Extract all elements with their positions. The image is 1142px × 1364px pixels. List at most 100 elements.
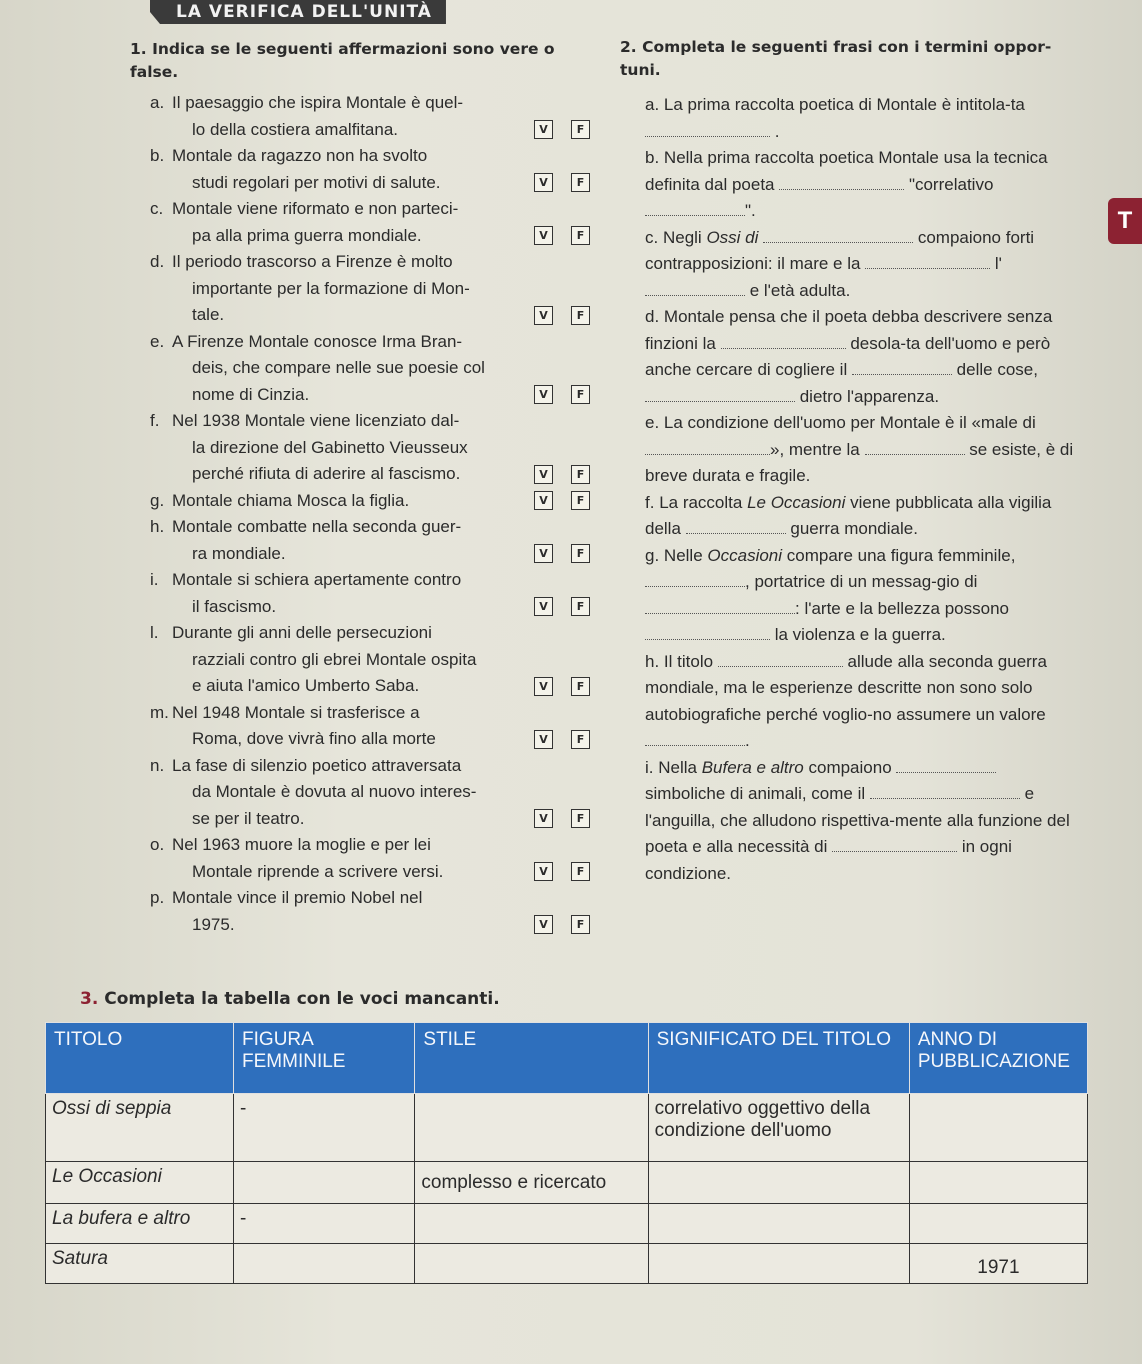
true-checkbox[interactable]: V [534, 305, 553, 325]
empty-cell[interactable] [233, 1243, 416, 1284]
empty-cell[interactable] [647, 1203, 910, 1244]
empty-cell[interactable] [414, 1203, 649, 1244]
empty-cell[interactable] [233, 1161, 416, 1204]
statement-text: Montale viene riformato e non parteci- [172, 199, 459, 218]
fill-in-blank[interactable] [645, 281, 745, 296]
true-checkbox[interactable]: V [534, 173, 553, 192]
false-checkbox[interactable]: F [571, 809, 590, 828]
true-checkbox[interactable]: V [534, 729, 553, 749]
true-checkbox[interactable]: V [534, 676, 553, 696]
true-checkbox[interactable]: V [534, 464, 553, 484]
false-checkbox[interactable]: F [571, 676, 590, 696]
fill-in-blank[interactable] [720, 334, 846, 349]
false-checkbox[interactable]: F [571, 862, 590, 881]
fill-in-blank[interactable] [645, 599, 795, 614]
fill-in-blank[interactable] [865, 254, 991, 269]
sentence-item: c. Negli Ossi di compaiono forti contrap… [645, 225, 1075, 305]
sentence-item: i. Nella Bufera e altro compaiono simbol… [645, 755, 1075, 888]
statement-text: importante per la formazione di Mon- [192, 278, 470, 298]
empty-cell[interactable] [908, 1203, 1089, 1244]
true-checkbox[interactable]: V [534, 491, 553, 510]
statement-item: p. Montale vince il premio Nobel nel 1975.… [150, 885, 590, 938]
item-letter: g. [150, 490, 165, 510]
false-checkbox[interactable]: F [571, 173, 590, 192]
table-row: La bufera e altro - [44, 1203, 1089, 1244]
exercise-instruction: Indica se le seguenti affermazioni sono … [130, 40, 555, 81]
sentence-item: g. Nelle Occasioni compare una figura fe… [645, 543, 1075, 649]
fill-in-blank[interactable] [645, 387, 795, 402]
true-checkbox[interactable]: V [534, 544, 553, 563]
false-checkbox[interactable]: F [571, 491, 590, 510]
statement-text: Montale si schiera apertamente contro [172, 570, 462, 589]
empty-cell[interactable] [908, 1093, 1089, 1162]
sentence-text: se esiste, è di breve durata e fragile. [645, 439, 1074, 486]
fill-in-blank[interactable] [685, 519, 786, 534]
empty-cell[interactable] [647, 1161, 910, 1204]
statement-text: A Firenze Montale conosce Irma Bran- [172, 331, 463, 351]
fill-in-blank[interactable] [717, 652, 843, 667]
exercise-2-title: 2. Completa le seguenti frasi con i term… [620, 36, 1070, 82]
sentence-text: simboliche di animali, come il [645, 784, 870, 803]
fill-in-list: a. La prima raccolta poetica di Montale … [645, 92, 1075, 887]
true-checkbox[interactable]: V [534, 120, 553, 139]
fill-in-blank[interactable] [869, 784, 1020, 799]
sentence-text: e l'anguilla, che alludono rispettiva-me… [645, 784, 1070, 856]
true-checkbox[interactable]: V [534, 915, 553, 934]
statement-item: h. Montale combatte nella seconda guer-ra… [150, 514, 590, 567]
exercise-number: 1. [130, 40, 147, 58]
column-header: TITOLO [44, 1022, 235, 1094]
false-checkbox[interactable]: F [571, 597, 590, 616]
sentence-text: Ossi di [706, 227, 764, 247]
item-letter: f. [645, 492, 655, 512]
column-header: STILE [414, 1022, 649, 1094]
sentence-text: , portatrice di un messag-gio di [745, 572, 978, 591]
item-letter: d. [645, 307, 660, 326]
item-letter: a. [645, 95, 660, 114]
fill-in-blank[interactable] [645, 201, 745, 216]
sentence-text: viene pubblicata alla vigilia della [645, 492, 1052, 539]
fill-in-blank[interactable] [832, 837, 958, 852]
false-checkbox[interactable]: F [571, 305, 590, 325]
true-false-list: a. Il paesaggio che ispira Montale è quel… [150, 90, 590, 938]
fill-in-blank[interactable] [896, 758, 997, 773]
statement-item: c. Montale viene riformato e non parteci-… [150, 196, 590, 249]
false-checkbox[interactable]: F [571, 385, 590, 404]
sentence-text: Occasioni [707, 545, 783, 565]
fill-in-blank[interactable] [645, 440, 770, 455]
false-checkbox[interactable]: F [571, 729, 590, 749]
fill-in-blank[interactable] [779, 175, 905, 190]
sentence-text: ". [745, 201, 756, 220]
fill-in-blank[interactable] [645, 625, 770, 640]
true-checkbox[interactable]: V [534, 226, 553, 245]
item-letter: e. [645, 413, 660, 432]
empty-cell[interactable] [908, 1161, 1089, 1204]
false-checkbox[interactable]: F [571, 915, 590, 934]
empty-cell[interactable] [414, 1093, 649, 1162]
true-checkbox[interactable]: V [534, 862, 553, 881]
empty-cell[interactable] [647, 1243, 910, 1284]
fill-in-blank[interactable] [851, 360, 952, 375]
exercise-1-title: 1. Indica se le seguenti affermazioni so… [130, 38, 590, 84]
true-checkbox[interactable]: V [534, 809, 553, 828]
false-checkbox[interactable]: F [571, 120, 590, 139]
false-checkbox[interactable]: F [571, 226, 590, 245]
section-tab: T [1108, 198, 1142, 244]
empty-cell[interactable] [414, 1243, 649, 1284]
table-cell: Le Occasioni [44, 1161, 235, 1204]
fill-in-blank[interactable] [645, 731, 745, 746]
fill-in-blank[interactable] [864, 440, 965, 455]
item-letter: c. [645, 227, 659, 247]
false-checkbox[interactable]: F [571, 464, 590, 484]
false-checkbox[interactable]: F [571, 544, 590, 563]
table-cell: - [233, 1203, 416, 1244]
fill-in-blank[interactable] [645, 572, 745, 587]
sentence-text: la violenza e la guerra. [770, 625, 946, 644]
fill-in-blank[interactable] [763, 228, 914, 243]
true-checkbox[interactable]: V [534, 597, 553, 616]
true-checkbox[interactable]: V [534, 385, 553, 404]
fill-in-blank[interactable] [645, 122, 770, 137]
